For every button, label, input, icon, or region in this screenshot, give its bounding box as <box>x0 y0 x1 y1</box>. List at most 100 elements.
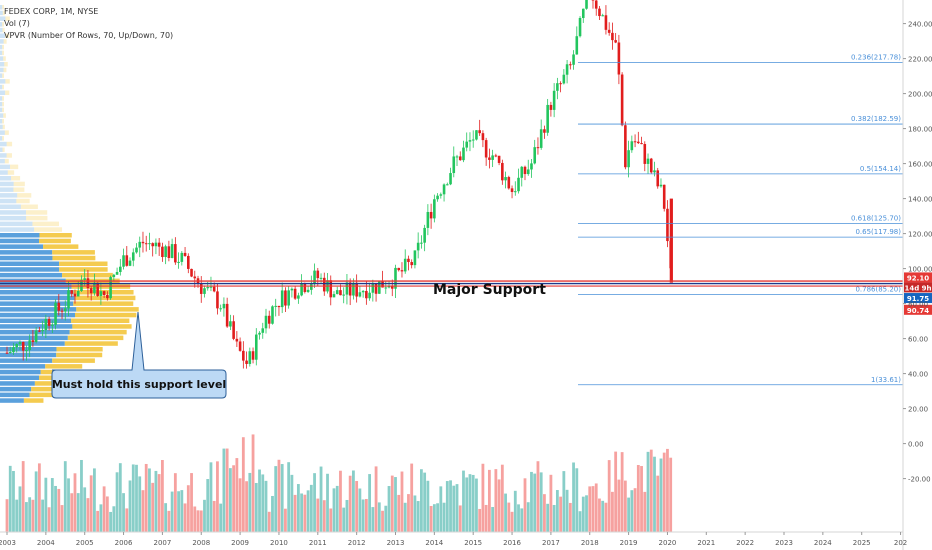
fib-label: 0.65(117.98) <box>855 228 901 236</box>
candle-body <box>138 241 142 248</box>
volume-bar <box>37 463 41 532</box>
candle-body <box>666 208 669 242</box>
candle-body <box>8 352 12 354</box>
candle-body <box>446 184 449 186</box>
major-support-label: Major Support <box>433 282 546 298</box>
volume-bar <box>578 511 582 532</box>
vpvr-row-down <box>5 79 10 84</box>
volume-bar <box>400 471 404 532</box>
vpvr-row-up <box>0 33 6 38</box>
volume-bar <box>164 503 168 532</box>
candle-body <box>109 277 112 299</box>
y-tick-label: 100.00 <box>908 266 932 274</box>
candle-body <box>462 147 465 161</box>
y-tick-label: 160.00 <box>908 161 932 169</box>
candle-body <box>630 141 634 151</box>
candle-body <box>426 211 430 228</box>
vpvr-row-up <box>0 227 35 232</box>
vpvr-row-up <box>0 335 68 341</box>
volume-bar <box>248 472 252 532</box>
y-tick-label: 20.00 <box>908 406 928 414</box>
volume-bar <box>471 474 475 532</box>
volume-bar <box>222 448 226 532</box>
volume-bar <box>662 452 666 532</box>
volume-bar <box>649 449 653 532</box>
volume-bar <box>555 490 559 532</box>
volume-bar <box>559 496 563 532</box>
candle-body <box>659 184 663 187</box>
candle-body <box>471 139 475 141</box>
candle-body <box>287 290 290 306</box>
candle-body <box>73 293 77 297</box>
x-tick-label: 2021 <box>697 539 715 547</box>
vpvr-row-up <box>0 44 3 50</box>
vpvr-row-up <box>0 221 33 227</box>
vpvr-row-down <box>32 221 59 227</box>
volume-bar <box>118 463 122 532</box>
volume-bar <box>585 495 588 532</box>
candle-body <box>180 252 184 262</box>
volume-bar <box>484 504 488 532</box>
vpvr-row-down <box>5 33 10 38</box>
candle-body <box>585 0 588 9</box>
vpvr-indicator-label: VPVR (Number Of Rows, 70, Up/Down, 70) <box>4 31 174 40</box>
vpvr-row-up <box>0 381 35 386</box>
vpvr-row-up <box>0 233 40 238</box>
vpvr-row-up <box>0 187 14 192</box>
x-tick-label: 2010 <box>270 539 288 547</box>
volume-bar <box>25 502 28 532</box>
volume-bar <box>322 500 326 532</box>
candle-body <box>423 227 426 243</box>
price-badge-label: 91.75 <box>907 295 929 303</box>
candle-body <box>229 321 232 327</box>
vpvr-row-down <box>2 5 4 10</box>
volume-bar <box>623 480 627 532</box>
vpvr-row-down <box>2 107 4 113</box>
volume-bar <box>73 473 77 532</box>
vpvr-row-up <box>0 386 32 392</box>
candle-body <box>5 352 9 354</box>
vpvr-row-down <box>73 301 134 306</box>
vpvr-row-up <box>0 39 4 44</box>
candle-body <box>662 184 666 209</box>
volume-bar <box>410 463 414 532</box>
x-tick-label: 2020 <box>659 539 677 547</box>
volume-bar <box>313 473 316 532</box>
volume-bar <box>526 502 530 532</box>
x-tick-label: 2003 <box>0 539 16 547</box>
volume-bar <box>44 477 48 532</box>
volume-bar <box>241 437 245 532</box>
candle-body <box>530 163 533 170</box>
volume-bar <box>277 459 281 532</box>
candle-body <box>248 351 252 364</box>
vpvr-row-up <box>0 153 7 158</box>
volume-bar <box>135 464 138 532</box>
volume-bar <box>429 505 433 532</box>
price-badge <box>904 304 932 315</box>
candle-body <box>99 291 103 296</box>
candle-body <box>222 303 226 309</box>
vpvr-row-down <box>13 181 25 187</box>
candle-body <box>144 243 148 245</box>
volume-bar <box>28 497 32 532</box>
vpvr-row-up <box>0 158 5 164</box>
candle-body <box>497 155 501 163</box>
volume-bar <box>109 511 112 532</box>
volume-bar <box>666 448 669 532</box>
candle-body <box>199 283 203 294</box>
candle-body <box>429 211 433 219</box>
vpvr-row-down <box>56 347 103 352</box>
x-tick-label: 2009 <box>231 539 249 547</box>
vpvr-row-up <box>0 290 74 295</box>
vpvr-row-up <box>0 16 6 21</box>
x-tick-label: 2011 <box>309 539 327 547</box>
fib-label: 0.236(217.78) <box>851 53 901 61</box>
vpvr-row-up <box>0 27 3 33</box>
vpvr-row-up <box>0 130 5 135</box>
volume-bar <box>442 502 446 532</box>
candle-body <box>187 255 190 269</box>
candle-body <box>18 341 22 345</box>
volume-bar <box>251 434 255 532</box>
